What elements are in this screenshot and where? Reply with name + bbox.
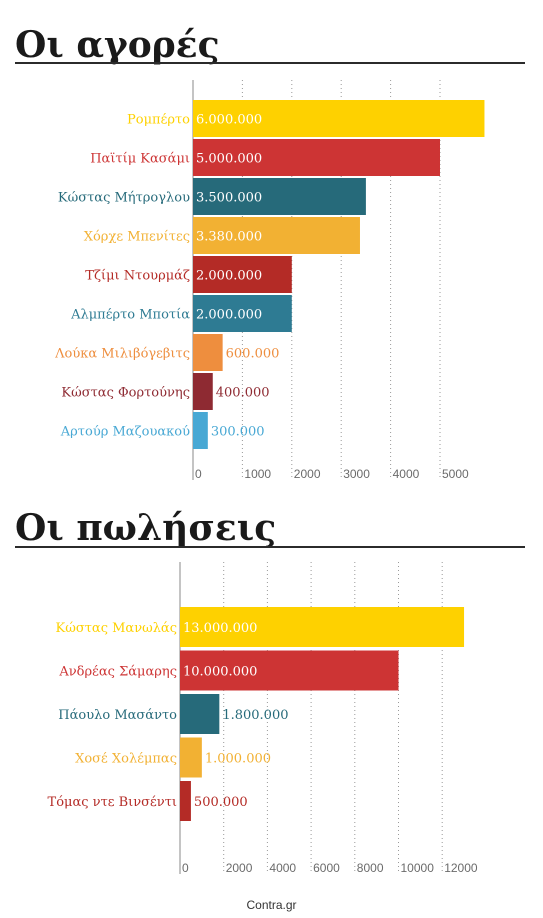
purchases-chart: 0 1000 2000 3000 4000 5000 Ρομπέρτο 6.000.000 Πα… [54, 80, 485, 481]
purchases-bar [193, 100, 485, 137]
purchases-value-label: 3.380.000 [196, 230, 262, 245]
purchases-category-label: Αρτούρ Μαζουακού [60, 425, 190, 440]
purchases-bar [193, 217, 360, 254]
purchases-category-label: Κώστας Φορτούνης [61, 386, 190, 401]
purchases-bar [193, 139, 440, 176]
purchases-value-label: 2.000.000 [196, 269, 262, 284]
sales-category-label: Πάουλο Μασάντο [58, 708, 177, 723]
purchases-category-label: Χόρχε Μπενίτες [84, 230, 190, 245]
purchases-category-label: Τζίμι Ντουρμάζ [85, 269, 190, 284]
sales-value-label: 13.000.000 [183, 621, 257, 636]
purchases-bar [193, 334, 223, 371]
sales-bar [180, 737, 202, 778]
purchases-bar [193, 295, 292, 332]
sales-value-label: 1.000.000 [205, 752, 271, 767]
purchases-value-label: 5.000.000 [196, 152, 262, 167]
purchases-tick-label: 1000 [244, 467, 271, 481]
purchases-bar [193, 412, 208, 449]
purchases-value-label: 600.000 [226, 347, 280, 362]
sales-title-rule [15, 546, 525, 548]
purchases-category-label: Παϊτίμ Κασάμι [90, 152, 190, 167]
purchases-value-label: 400.000 [216, 386, 270, 401]
sales-tick-label: 10000 [401, 861, 435, 875]
sales-tick-label: 2000 [226, 861, 253, 875]
sales-tick-label: 6000 [313, 861, 340, 875]
purchases-bar [193, 256, 292, 293]
purchases-value-label: 300.000 [211, 425, 265, 440]
purchases-tick-label: 2000 [294, 467, 321, 481]
purchases-value-label: 6.000.000 [196, 113, 262, 128]
purchases-tick-label: 0 [195, 467, 202, 481]
purchases-category-label: Κώστας Μήτρογλου [58, 191, 190, 206]
sales-bar [180, 607, 465, 647]
sales-bar [180, 694, 220, 734]
sales-tick-label: 12000 [444, 861, 478, 875]
purchases-bar [193, 373, 213, 410]
purchases-bar [193, 178, 366, 215]
sales-category-label: Χοσέ Χολέμπας [75, 752, 177, 767]
sales-title: Οι πωλήσεις [15, 507, 277, 549]
sales-tick-label: 0 [182, 861, 189, 875]
sales-category-label: Ανδρέας Σάμαρης [58, 665, 177, 680]
sales-value-label: 10.000.000 [183, 665, 257, 680]
purchases-category-label: Λούκα Μιλιβόγεβιτς [54, 347, 190, 362]
sales-chart: 0 2000 4000 6000 8000 10000 12000 Κώστας Μανωλά… [48, 562, 478, 875]
sales-category-label: Κώστας Μανωλάς [56, 621, 177, 636]
purchases-title-rule [15, 62, 525, 64]
source-credit: Contra.gr [246, 898, 297, 912]
purchases-title: Οι αγορές [15, 24, 220, 66]
sales-value-label: 500.000 [194, 795, 248, 810]
sales-category-label: Τόμας ντε Βινσέντι [48, 795, 177, 810]
purchases-value-label: 2.000.000 [196, 308, 262, 323]
sales-tick-label: 8000 [357, 861, 384, 875]
purchases-tick-label: 4000 [393, 467, 420, 481]
purchases-tick-label: 5000 [442, 467, 469, 481]
sales-tick-label: 4000 [269, 861, 296, 875]
purchases-tick-label: 3000 [343, 467, 370, 481]
purchases-category-label: Αλμπέρτο Μποτία [70, 308, 190, 323]
sales-bar [180, 650, 399, 691]
purchases-category-label: Ρομπέρτο [127, 113, 190, 128]
purchases-value-label: 3.500.000 [196, 191, 262, 206]
sales-value-label: 1.800.000 [222, 708, 288, 723]
sales-bar [180, 781, 191, 821]
